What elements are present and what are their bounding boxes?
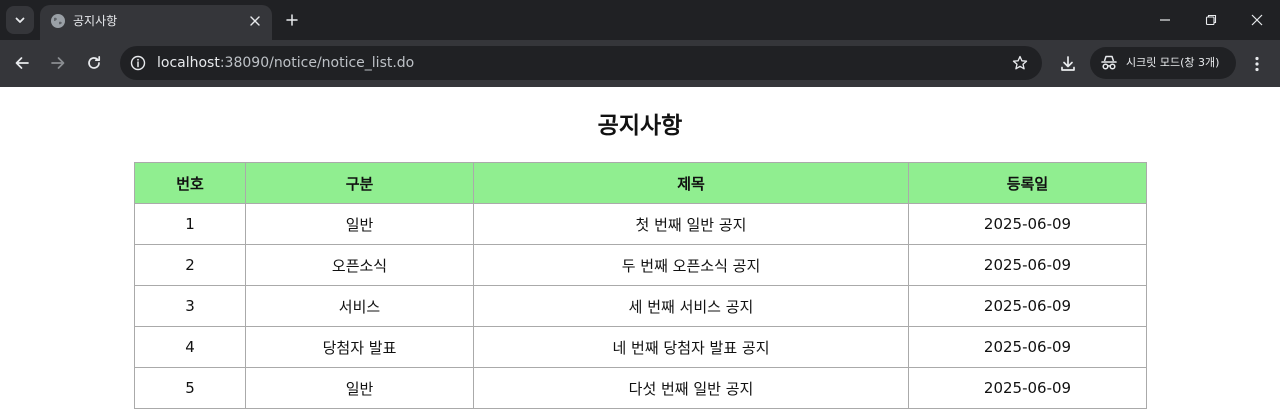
cell-category: 일반 [245, 367, 474, 409]
cell-title[interactable]: 세 번째 서비스 공지 [473, 285, 909, 327]
window-close-button[interactable] [1234, 0, 1280, 40]
column-header-date: 등록일 [908, 162, 1147, 204]
bookmark-button[interactable] [1010, 53, 1030, 73]
reload-button[interactable] [81, 50, 107, 76]
table-row[interactable]: 3 서비스 세 번째 서비스 공지 2025-06-09 [134, 285, 1147, 327]
cell-number: 3 [134, 285, 246, 327]
cell-number: 5 [134, 367, 246, 409]
site-info-button[interactable] [128, 53, 148, 73]
close-icon [250, 16, 260, 26]
restore-button[interactable] [1188, 0, 1234, 40]
forward-button[interactable] [45, 50, 71, 76]
url-path: :38090/notice/notice_list.do [219, 55, 415, 71]
table-body: 1 일반 첫 번째 일반 공지 2025-06-09 2 오픈소식 두 번째 오… [134, 203, 1147, 409]
cell-number: 1 [134, 203, 246, 245]
cell-date: 2025-06-09 [908, 244, 1147, 286]
cell-number: 2 [134, 244, 246, 286]
browser-menu-button[interactable] [1246, 52, 1268, 76]
column-header-title: 제목 [473, 162, 909, 204]
cell-title[interactable]: 두 번째 오픈소식 공지 [473, 244, 909, 286]
page-content: 공지사항 번호 구분 제목 등록일 1 일반 첫 번째 일반 공지 2025-0… [0, 87, 1280, 416]
tab-strip: 공지사항 [0, 0, 1280, 40]
cell-title[interactable]: 다섯 번째 일반 공지 [473, 367, 909, 409]
download-icon [1061, 56, 1075, 71]
globe-icon [51, 14, 65, 28]
table-row[interactable]: 2 오픈소식 두 번째 오픈소식 공지 2025-06-09 [134, 244, 1147, 286]
address-bar[interactable]: localhost:38090/notice/notice_list.do [120, 46, 1042, 80]
downloads-button[interactable] [1056, 52, 1080, 76]
cell-category: 일반 [245, 203, 474, 245]
kebab-menu-icon [1255, 56, 1259, 72]
column-header-category: 구분 [245, 162, 474, 204]
star-icon [1012, 55, 1028, 70]
arrow-right-icon [51, 57, 65, 69]
minimize-button[interactable] [1142, 0, 1188, 40]
table-header: 번호 구분 제목 등록일 [134, 162, 1147, 204]
incognito-icon [1101, 55, 1117, 70]
info-icon [130, 55, 146, 71]
cell-category: 오픈소식 [245, 244, 474, 286]
browser-toolbar: localhost:38090/notice/notice_list.do 시크… [0, 40, 1280, 87]
table-row[interactable]: 5 일반 다섯 번째 일반 공지 2025-06-09 [134, 367, 1147, 409]
chevron-down-icon [15, 17, 25, 23]
back-button[interactable] [9, 50, 35, 76]
active-tab[interactable]: 공지사항 [40, 5, 272, 40]
page-title: 공지사항 [597, 113, 683, 139]
table-row[interactable]: 1 일반 첫 번째 일반 공지 2025-06-09 [134, 203, 1147, 245]
cell-date: 2025-06-09 [908, 203, 1147, 245]
plus-icon [286, 14, 298, 26]
cell-category: 서비스 [245, 285, 474, 327]
incognito-indicator[interactable]: 시크릿 모드(창 3개) [1090, 47, 1236, 79]
column-header-number: 번호 [134, 162, 246, 204]
new-tab-button[interactable] [282, 10, 302, 30]
cell-date: 2025-06-09 [908, 367, 1147, 409]
restore-icon [1205, 14, 1217, 26]
header-row: 번호 구분 제목 등록일 [134, 162, 1147, 204]
cell-category: 당첨자 발표 [245, 326, 474, 368]
url-host: localhost [157, 55, 220, 71]
incognito-label: 시크릿 모드(창 3개) [1126, 56, 1220, 69]
tab-close-button[interactable] [246, 12, 264, 30]
table-row[interactable]: 4 당첨자 발표 네 번째 당첨자 발표 공지 2025-06-09 [134, 326, 1147, 368]
cell-date: 2025-06-09 [908, 326, 1147, 368]
reload-icon [88, 55, 101, 69]
url-text: localhost:38090/notice/notice_list.do [157, 54, 414, 72]
cell-number: 4 [134, 326, 246, 368]
minimize-icon [1160, 19, 1170, 21]
tab-title: 공지사항 [73, 14, 118, 28]
notice-table: 번호 구분 제목 등록일 1 일반 첫 번째 일반 공지 2025-06-09 … [134, 162, 1147, 409]
close-icon [1251, 14, 1263, 26]
cell-date: 2025-06-09 [908, 285, 1147, 327]
cell-title[interactable]: 네 번째 당첨자 발표 공지 [473, 326, 909, 368]
arrow-left-icon [15, 57, 29, 69]
tab-search-button[interactable] [6, 6, 34, 34]
cell-title[interactable]: 첫 번째 일반 공지 [473, 203, 909, 245]
